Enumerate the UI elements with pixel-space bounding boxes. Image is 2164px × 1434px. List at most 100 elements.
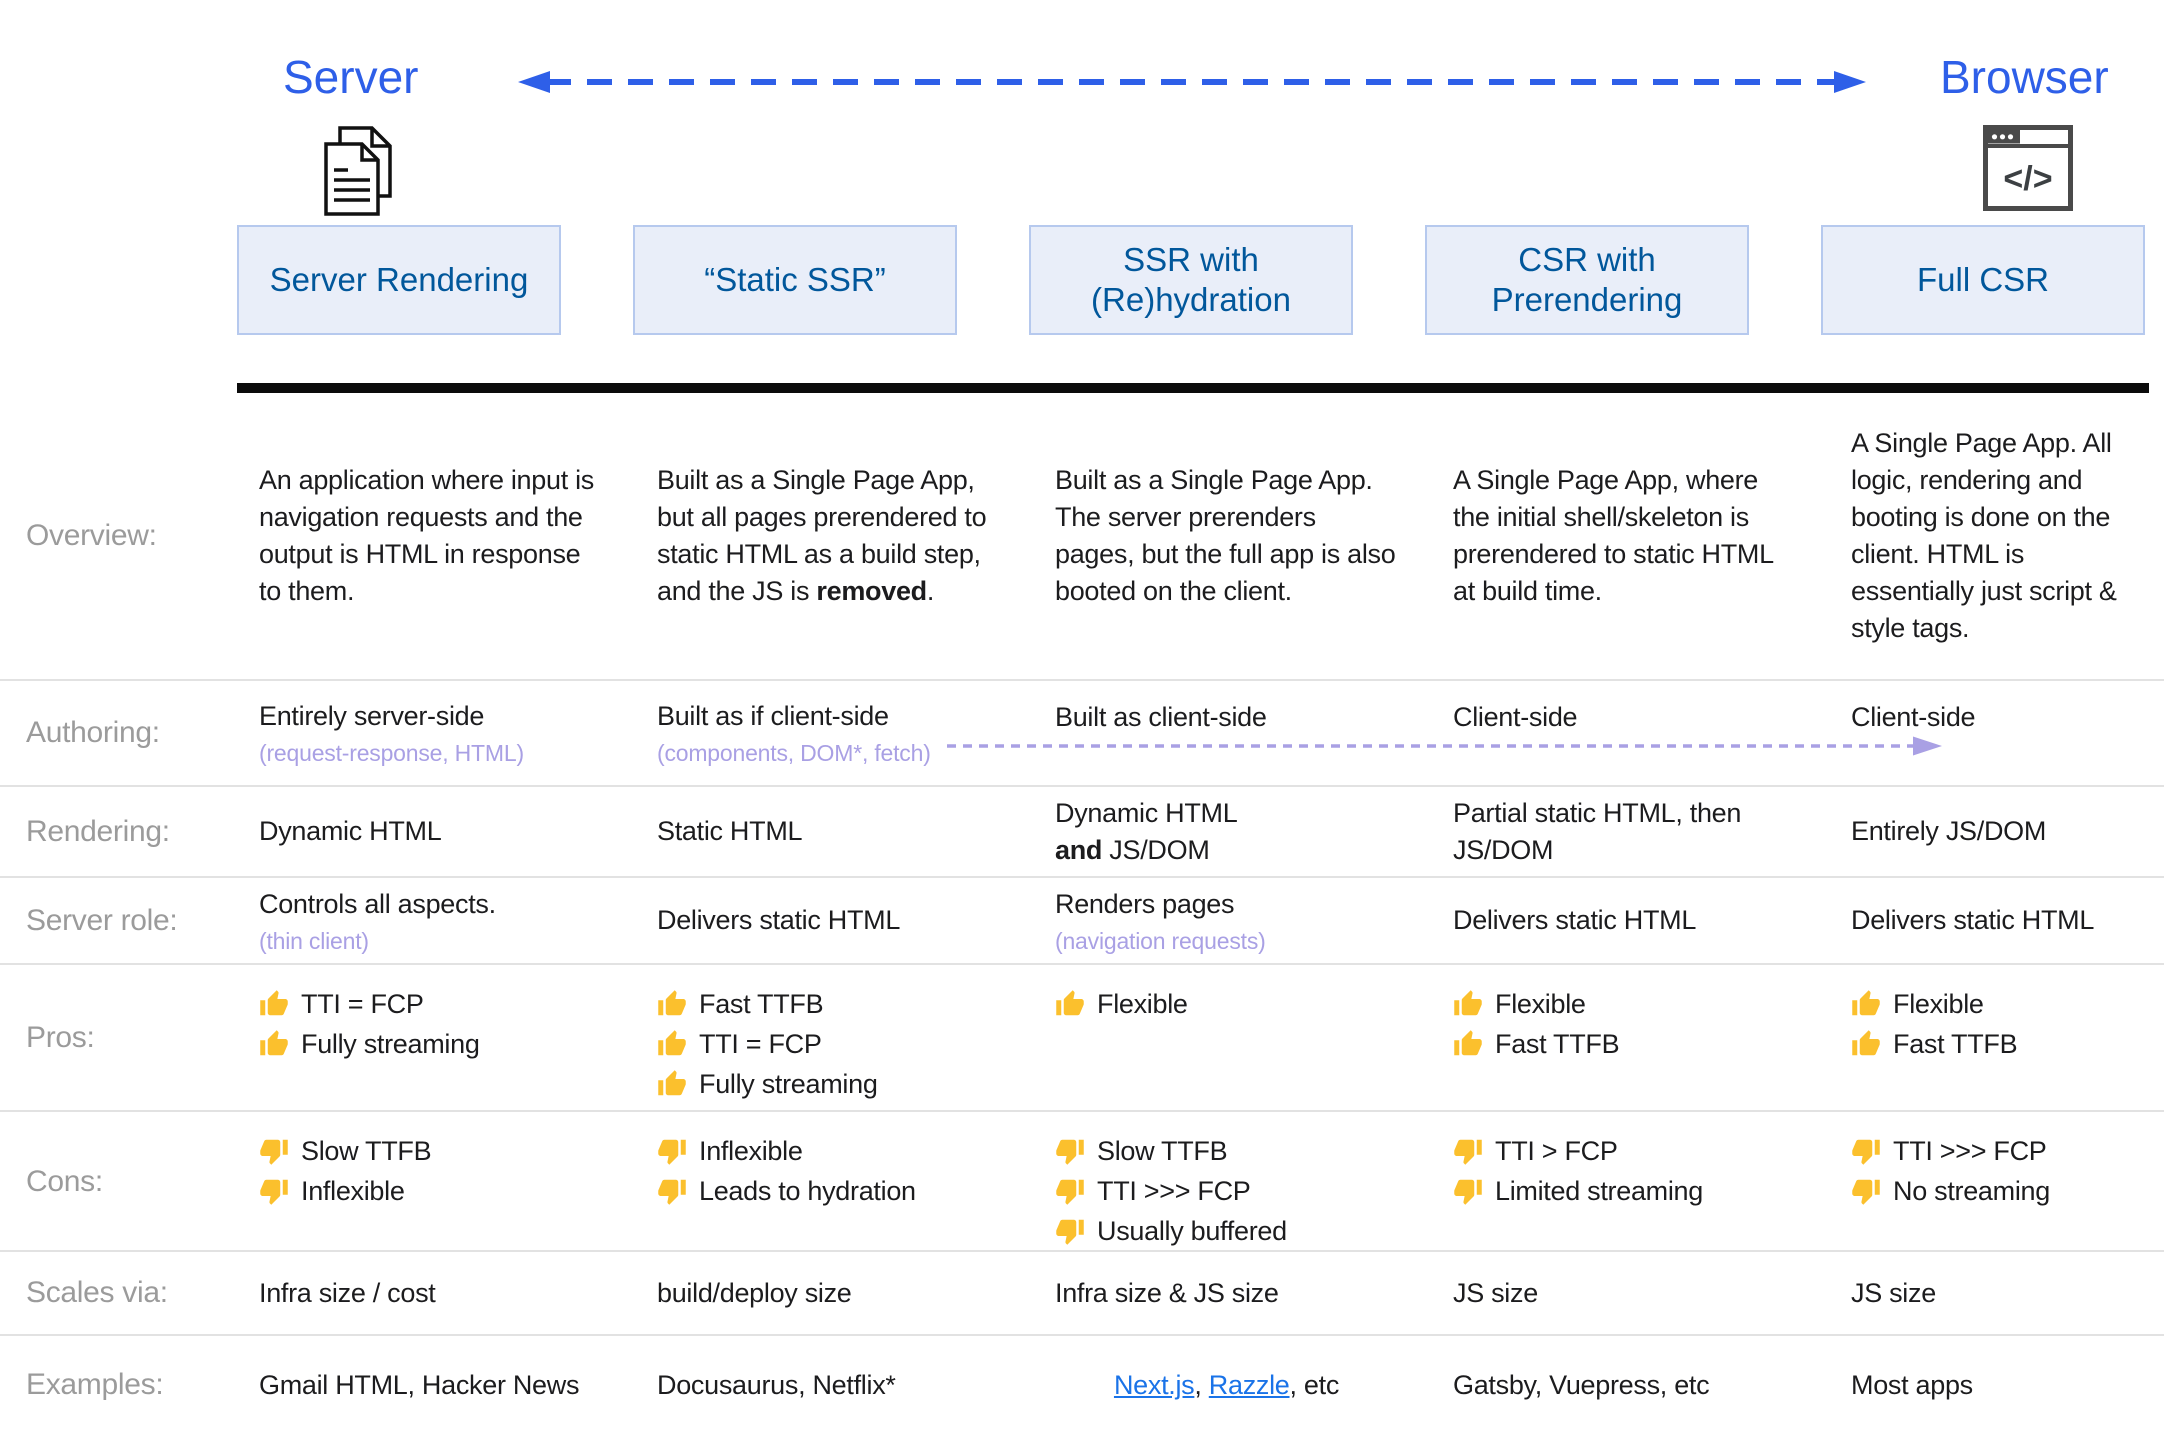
rendering-ssr-rehydration: Dynamic HTML and JS/DOM	[1034, 787, 1432, 876]
rendering-text: Dynamic HTML	[259, 816, 442, 846]
server-role-text: Delivers static HTML	[1453, 905, 1697, 935]
row-label-pros: Pros:	[26, 1020, 95, 1054]
overview-text: Built as a Single Page App, but all page…	[657, 462, 1000, 610]
scales-static-ssr: build/deploy size	[636, 1252, 1034, 1334]
server-endpoint-label: Server	[283, 51, 419, 103]
thumbs-down-icon	[1852, 1139, 1880, 1165]
column-header-full-csr: Full CSR	[1821, 225, 2145, 335]
server-role-subtext: (thin client)	[259, 927, 369, 954]
overview-text-bold: removed	[816, 576, 927, 606]
server-role-subtext: (navigation requests)	[1055, 927, 1266, 954]
overview-static-ssr: Built as a Single Page App, but all page…	[636, 393, 1034, 679]
thumbs-up-icon	[658, 1030, 686, 1056]
column-header-csr-prerendering: CSR with Prerendering	[1425, 225, 1749, 335]
thumbs-up-icon	[1056, 990, 1084, 1016]
con-text: Slow TTFB	[1097, 1135, 1228, 1166]
authoring-full-csr: Client-side	[1830, 681, 2164, 785]
authoring-text: Client-side	[1851, 702, 1976, 732]
pro-text: Fast TTFB	[699, 988, 824, 1019]
server-documents-icon	[324, 126, 392, 216]
scales-csr-prerendering: JS size	[1432, 1252, 1830, 1334]
table-top-rule	[237, 383, 2149, 393]
row-pros: Pros: TTI = FCP Fully streaming Fast TTF…	[0, 965, 2164, 1112]
row-scales-via: Scales via: Infra size / cost build/depl…	[0, 1252, 2164, 1336]
examples-static-ssr: Docusaurus, Netflix*	[636, 1336, 1034, 1434]
row-examples: Examples: Gmail HTML, Hacker News Docusa…	[0, 1336, 2164, 1434]
pros-static-ssr: Fast TTFB TTI = FCP Fully streaming	[636, 965, 1034, 1110]
thumbs-up-icon	[658, 990, 686, 1016]
con-item: Slow TTFB	[1055, 1132, 1398, 1170]
con-text: TTI >>> FCP	[1893, 1135, 2047, 1166]
row-label-server-role: Server role:	[26, 903, 178, 937]
rendering-text-rest: JS/DOM	[1102, 834, 1210, 865]
razzle-link[interactable]: Razzle	[1208, 1369, 1290, 1400]
cons-static-ssr: Inflexible Leads to hydration	[636, 1112, 1034, 1252]
overview-text: A Single Page App. All logic, rendering …	[1851, 428, 2117, 643]
examples-text: Docusaurus, Netflix*	[657, 1369, 896, 1400]
thumbs-down-icon	[1454, 1179, 1482, 1205]
server-role-text: Renders pages	[1055, 888, 1235, 919]
pro-text: Fully streaming	[699, 1068, 878, 1099]
pro-item: Fast TTFB	[1851, 1025, 2130, 1063]
nextjs-link[interactable]: Next.js	[1113, 1369, 1195, 1400]
server-browser-double-arrow-icon	[518, 71, 1866, 93]
con-text: Leads to hydration	[699, 1175, 916, 1206]
con-item: Leads to hydration	[657, 1172, 1000, 1210]
comparison-table: Overview: An application where input is …	[0, 393, 2164, 1434]
examples-tail: , etc	[1289, 1369, 1340, 1400]
cons-csr-prerendering: TTI > FCP Limited streaming	[1432, 1112, 1830, 1252]
overview-text: Built as a Single Page App. The server p…	[1055, 465, 1396, 606]
pro-item: Fast TTFB	[657, 985, 1000, 1023]
server-role-text: Delivers static HTML	[1851, 905, 2095, 935]
pro-item: Flexible	[1055, 985, 1398, 1023]
pro-item: TTI = FCP	[657, 1025, 1000, 1063]
cons-full-csr: TTI >>> FCP No streaming	[1830, 1112, 2164, 1252]
pros-full-csr: Flexible Fast TTFB	[1830, 965, 2164, 1110]
scales-text: Infra size / cost	[259, 1277, 436, 1308]
row-label-cons: Cons:	[26, 1165, 103, 1198]
con-item: Usually buffered	[1055, 1212, 1398, 1250]
column-header-server-rendering: Server Rendering	[237, 225, 561, 335]
overview-text: An application where input is navigation…	[259, 465, 595, 606]
thumbs-down-icon	[260, 1139, 288, 1165]
examples-server-rendering: Gmail HTML, Hacker News	[238, 1336, 636, 1434]
thumbs-down-icon	[1852, 1179, 1880, 1205]
pro-text: Fast TTFB	[1893, 1028, 2018, 1059]
row-label-rendering: Rendering:	[26, 814, 170, 848]
pro-text: Flexible	[1893, 988, 1984, 1019]
rendering-text: Partial static HTML, then JS/DOM	[1453, 797, 1742, 865]
thumbs-down-icon	[260, 1179, 288, 1205]
cons-server-rendering: Slow TTFB Inflexible	[238, 1112, 636, 1252]
thumbs-up-icon	[260, 1030, 288, 1056]
overview-ssr-rehydration: Built as a Single Page App. The server p…	[1034, 393, 1432, 679]
row-rendering: Rendering: Dynamic HTML Static HTML Dyna…	[0, 787, 2164, 878]
pros-ssr-rehydration: Flexible	[1034, 965, 1432, 1110]
row-cons: Cons: Slow TTFB Inflexible Inflexible Le…	[0, 1112, 2164, 1252]
row-authoring: Authoring: Entirely server-side (request…	[0, 681, 2164, 787]
browser-endpoint-label: Browser	[1940, 51, 2109, 103]
scales-text: build/deploy size	[657, 1277, 852, 1308]
thumbs-down-icon	[1056, 1179, 1084, 1205]
thumbs-down-icon	[658, 1139, 686, 1165]
column-header-ssr-rehydration: SSR with (Re)hydration	[1029, 225, 1353, 335]
examples-csr-prerendering: Gatsby, Vuepress, etc	[1432, 1336, 1830, 1434]
overview-csr-prerendering: A Single Page App, where the initial she…	[1432, 393, 1830, 679]
server-role-static-ssr: Delivers static HTML	[636, 878, 1034, 963]
scales-full-csr: JS size	[1830, 1252, 2164, 1334]
pro-text: TTI = FCP	[301, 988, 424, 1019]
authoring-text: Built as if client-side	[657, 701, 889, 731]
thumbs-down-icon	[1454, 1139, 1482, 1165]
rendering-text-bold: and	[1055, 834, 1103, 865]
pro-text: Flexible	[1495, 988, 1586, 1019]
examples-separator: ,	[1194, 1369, 1209, 1400]
authoring-server-rendering: Entirely server-side (request-response, …	[238, 681, 636, 785]
rendering-text-line1: Dynamic HTML	[1055, 797, 1238, 828]
authoring-text: Built as client-side	[1055, 702, 1267, 732]
rendering-full-csr: Entirely JS/DOM	[1830, 787, 2164, 876]
con-text: Slow TTFB	[301, 1135, 432, 1166]
pro-text: Flexible	[1097, 988, 1188, 1019]
authoring-subtext: (components, DOM*, fetch)	[657, 740, 931, 766]
examples-full-csr: Most apps	[1830, 1336, 2164, 1434]
pro-item: Flexible	[1851, 985, 2130, 1023]
server-role-full-csr: Delivers static HTML	[1830, 878, 2164, 963]
